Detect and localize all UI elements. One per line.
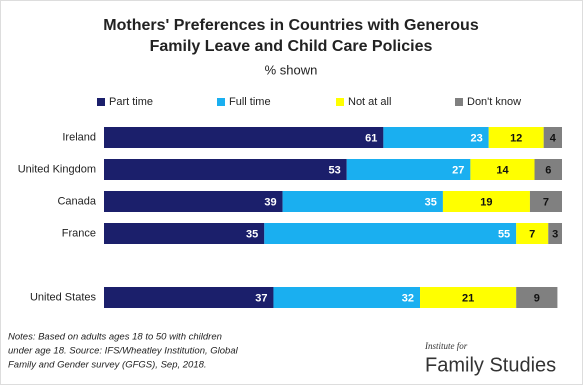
note: Family and Gender survey (GFGS), Sep, 20… xyxy=(8,360,207,371)
bar-segment xyxy=(420,287,517,308)
logo-small: Institute for xyxy=(424,341,468,351)
legend-label: Don't know xyxy=(467,96,521,108)
category-label: Canada xyxy=(57,195,96,207)
logo: Family Studies xyxy=(425,354,556,376)
value-label: 9 xyxy=(534,292,540,304)
value-label: 7 xyxy=(529,228,535,240)
value-label: 27 xyxy=(452,164,464,176)
value-label: 7 xyxy=(543,196,549,208)
legend-label: Part time xyxy=(109,96,153,108)
category-label: United Kingdom xyxy=(18,163,96,175)
chart-title: Mothers' Preferences in Countries with G… xyxy=(103,17,479,34)
value-label: 37 xyxy=(255,292,267,304)
legend-swatch xyxy=(336,98,344,106)
value-label: 23 xyxy=(470,132,482,144)
bar-segment xyxy=(282,191,443,212)
bar-segment xyxy=(543,127,562,148)
note: Notes: Based on adults ages 18 to 50 wit… xyxy=(8,332,222,343)
value-label: 21 xyxy=(462,292,474,304)
category-label: France xyxy=(62,227,96,239)
value-label: 3 xyxy=(552,228,558,240)
category-label: United States xyxy=(30,291,97,303)
bar-segment xyxy=(548,223,562,244)
value-label: 61 xyxy=(365,132,377,144)
bar-segment xyxy=(529,191,562,212)
bar-segment xyxy=(534,159,562,180)
bar-segment xyxy=(104,287,274,308)
chart-title: Family Leave and Child Care Policies xyxy=(150,38,433,55)
value-label: 55 xyxy=(498,228,510,240)
legend-label: Not at all xyxy=(348,96,391,108)
category-label: Ireland xyxy=(62,131,96,143)
bar-segment xyxy=(104,127,384,148)
legend-swatch xyxy=(217,98,225,106)
value-label: 6 xyxy=(545,164,551,176)
bar-segment xyxy=(104,191,283,212)
bar-segment xyxy=(273,287,421,308)
value-label: 12 xyxy=(510,132,522,144)
bar-segment xyxy=(470,159,535,180)
bar-segment xyxy=(516,287,558,308)
bar-segment xyxy=(516,223,549,244)
value-label: 53 xyxy=(328,164,340,176)
value-label: 32 xyxy=(402,292,414,304)
legend-label: Full time xyxy=(229,96,271,108)
value-label: 19 xyxy=(480,196,492,208)
value-label: 35 xyxy=(425,196,437,208)
value-label: 35 xyxy=(246,228,258,240)
legend-swatch xyxy=(455,98,463,106)
bar-segment xyxy=(104,223,265,244)
bar-segment xyxy=(264,223,517,244)
bar-segment xyxy=(104,159,347,180)
value-label: 39 xyxy=(264,196,276,208)
legend-swatch xyxy=(97,98,105,106)
chart-subtitle: % shown xyxy=(265,62,318,77)
bar-segment xyxy=(488,127,544,148)
bar-segment xyxy=(346,159,471,180)
bar-segment xyxy=(442,191,530,212)
bar-segment xyxy=(383,127,489,148)
value-label: 4 xyxy=(550,132,557,144)
value-label: 14 xyxy=(496,164,509,176)
note: under age 18. Source: IFS/Wheatley Insti… xyxy=(8,346,239,357)
